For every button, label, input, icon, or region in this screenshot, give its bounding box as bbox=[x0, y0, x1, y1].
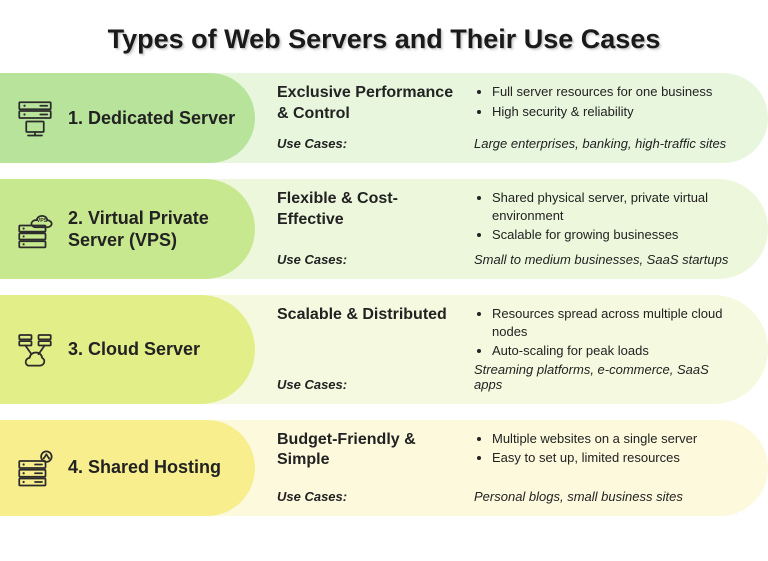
row-mid: Budget-Friendly & Simple Use Cases: bbox=[255, 420, 470, 516]
row-headline: Budget-Friendly & Simple bbox=[277, 430, 462, 472]
shared-icon bbox=[14, 447, 56, 489]
row-mid: Exclusive Performance & Control Use Cases… bbox=[255, 73, 470, 163]
row-right: Multiple websites on a single serverEasy… bbox=[470, 420, 768, 516]
svg-text:VPS: VPS bbox=[37, 218, 48, 224]
bullet-item: Shared physical server, private virtual … bbox=[492, 189, 738, 226]
usecases-label: Use Cases: bbox=[277, 252, 462, 269]
dedicated-icon bbox=[14, 97, 56, 139]
bullet-list: Shared physical server, private virtual … bbox=[474, 189, 738, 246]
bullet-list: Multiple websites on a single serverEasy… bbox=[474, 430, 738, 469]
usecases-text: Large enterprises, banking, high-traffic… bbox=[474, 136, 738, 153]
usecases-text: Personal blogs, small business sites bbox=[474, 489, 738, 506]
row-headline: Exclusive Performance & Control bbox=[277, 83, 462, 125]
usecases-label: Use Cases: bbox=[277, 136, 462, 153]
bullet-item: Resources spread across multiple cloud n… bbox=[492, 305, 738, 342]
page-title: Types of Web Servers and Their Use Cases bbox=[0, 0, 768, 73]
server-type-row: 1. Dedicated Server Exclusive Performance… bbox=[0, 73, 768, 163]
cloud-icon bbox=[14, 328, 56, 370]
bullet-item: Multiple websites on a single server bbox=[492, 430, 738, 450]
server-type-row: VPS 2. Virtual Private Server (VPS) Flexib… bbox=[0, 179, 768, 279]
usecases-label: Use Cases: bbox=[277, 377, 462, 394]
server-type-row: 3. Cloud Server Scalable & Distributed Use… bbox=[0, 295, 768, 404]
bullet-list: Full server resources for one businessHi… bbox=[474, 83, 738, 122]
row-label: 2. Virtual Private Server (VPS) bbox=[68, 207, 241, 252]
usecases-text: Small to medium businesses, SaaS startup… bbox=[474, 252, 738, 269]
row-right: Resources spread across multiple cloud n… bbox=[470, 295, 768, 404]
bullet-item: Easy to set up, limited resources bbox=[492, 449, 738, 469]
server-type-row: 4. Shared Hosting Budget-Friendly & Simpl… bbox=[0, 420, 768, 516]
usecases-text: Streaming platforms, e-commerce, SaaS ap… bbox=[474, 362, 738, 394]
row-headline: Flexible & Cost-Effective bbox=[277, 189, 462, 231]
bullet-item: Auto-scaling for peak loads bbox=[492, 342, 738, 362]
bullet-list: Resources spread across multiple cloud n… bbox=[474, 305, 738, 362]
row-label: 4. Shared Hosting bbox=[68, 456, 221, 479]
row-left: 4. Shared Hosting bbox=[0, 420, 255, 516]
vps-icon: VPS bbox=[14, 208, 56, 250]
row-label: 3. Cloud Server bbox=[68, 338, 200, 361]
bullet-item: Scalable for growing businesses bbox=[492, 226, 738, 246]
row-left: VPS 2. Virtual Private Server (VPS) bbox=[0, 179, 255, 279]
row-right: Shared physical server, private virtual … bbox=[470, 179, 768, 279]
row-right: Full server resources for one businessHi… bbox=[470, 73, 768, 163]
rows-container: 1. Dedicated Server Exclusive Performance… bbox=[0, 73, 768, 516]
row-mid: Scalable & Distributed Use Cases: bbox=[255, 295, 470, 404]
usecases-label: Use Cases: bbox=[277, 489, 462, 506]
row-left: 1. Dedicated Server bbox=[0, 73, 255, 163]
bullet-item: Full server resources for one business bbox=[492, 83, 738, 103]
row-label: 1. Dedicated Server bbox=[68, 107, 235, 130]
row-headline: Scalable & Distributed bbox=[277, 305, 462, 326]
bullet-item: High security & reliability bbox=[492, 103, 738, 123]
row-left: 3. Cloud Server bbox=[0, 295, 255, 404]
row-mid: Flexible & Cost-Effective Use Cases: bbox=[255, 179, 470, 279]
